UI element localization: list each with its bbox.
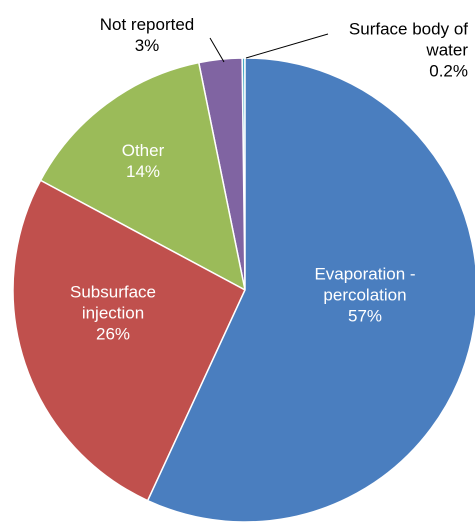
category-name: Surface body of water — [348, 19, 468, 60]
value-label: 3% — [134, 36, 160, 55]
slice-label: Surface body of water 0.2% — [348, 19, 468, 82]
slice-label: Other 14% — [93, 140, 193, 182]
slice-label: Not reported 3% — [72, 14, 222, 56]
slice-label: Evaporation - percolation 57% — [295, 264, 435, 327]
category-name: Other — [121, 141, 165, 160]
category-name: Evaporation - percolation — [314, 264, 416, 305]
pie-slice — [12, 179, 246, 502]
value-label: 0.2% — [429, 61, 468, 81]
pie-slice — [146, 57, 475, 522]
category-name: Not reported — [99, 15, 195, 34]
pie-slice — [39, 61, 247, 292]
slice-label: Subsurface injection 26% — [51, 282, 176, 345]
value-label: 14% — [125, 162, 161, 181]
leader-line — [209, 37, 225, 63]
value-label: 57% — [347, 306, 383, 326]
category-name: Subsurface injection — [70, 282, 156, 323]
value-label: 26% — [95, 324, 131, 344]
leader-line — [245, 33, 329, 59]
